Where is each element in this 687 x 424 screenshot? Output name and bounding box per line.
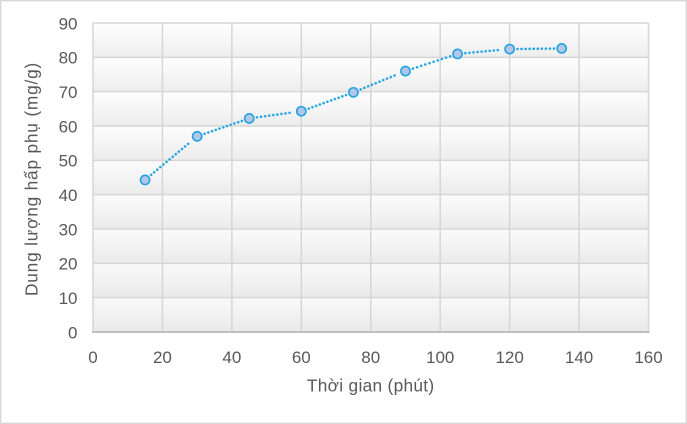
- svg-text:10: 10: [59, 289, 78, 308]
- svg-text:Thời gian (phút): Thời gian (phút): [307, 376, 435, 396]
- svg-text:40: 40: [59, 186, 78, 205]
- svg-text:70: 70: [59, 83, 78, 102]
- svg-text:20: 20: [153, 348, 172, 367]
- svg-text:0: 0: [88, 348, 97, 367]
- svg-text:140: 140: [565, 348, 593, 367]
- svg-text:Dung lượng hấp phụ (mg/g): Dung lượng hấp phụ (mg/g): [22, 62, 42, 296]
- svg-text:20: 20: [59, 255, 78, 274]
- svg-text:30: 30: [59, 220, 78, 239]
- svg-text:0: 0: [68, 323, 77, 342]
- svg-text:120: 120: [495, 348, 523, 367]
- svg-text:40: 40: [222, 348, 241, 367]
- svg-text:80: 80: [59, 49, 78, 68]
- svg-text:100: 100: [426, 348, 454, 367]
- svg-text:60: 60: [59, 117, 78, 136]
- svg-text:60: 60: [292, 348, 311, 367]
- svg-text:160: 160: [634, 348, 662, 367]
- svg-text:90: 90: [59, 14, 78, 33]
- svg-text:50: 50: [59, 152, 78, 171]
- svg-text:80: 80: [361, 348, 380, 367]
